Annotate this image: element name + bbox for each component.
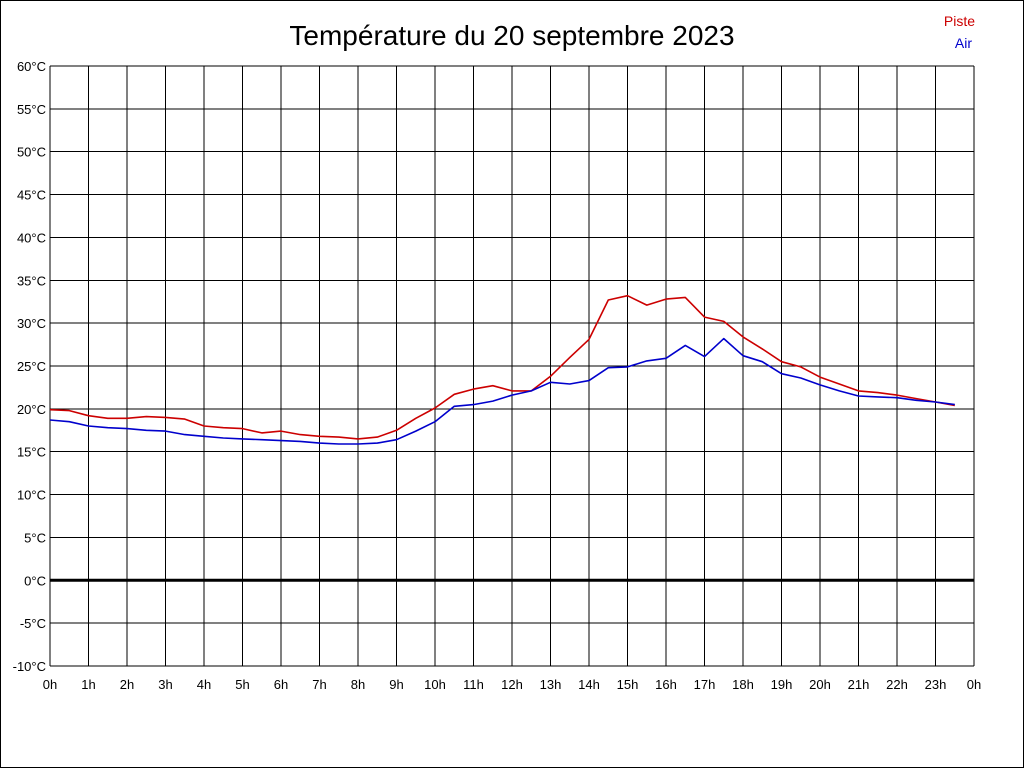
y-tick-label: 35°C <box>17 273 46 288</box>
y-tick-label: 50°C <box>17 145 46 160</box>
y-tick-label: -5°C <box>20 616 46 631</box>
y-tick-label: 0°C <box>24 573 46 588</box>
x-tick-label: 2h <box>120 677 134 692</box>
x-tick-label: 7h <box>312 677 326 692</box>
x-tick-label: 11h <box>463 677 484 692</box>
x-tick-label: 6h <box>274 677 288 692</box>
x-tick-label: 20h <box>809 677 831 692</box>
legend-entry-air: Air <box>955 35 972 51</box>
x-tick-label: 13h <box>540 677 562 692</box>
x-tick-label: 18h <box>732 677 754 692</box>
series-line-air <box>49 337 955 445</box>
y-tick-label: 10°C <box>17 488 46 503</box>
series-lines <box>49 294 955 445</box>
y-tick-labels: -10°C -5°C 0°C 5°C 10°C 15°C 20°C 25°C 30°C 35°C 4… <box>13 59 46 674</box>
grid <box>49 65 975 667</box>
x-tick-label: 9h <box>389 677 403 692</box>
series-line-piste <box>49 294 955 440</box>
x-tick-label: 1h <box>81 677 95 692</box>
x-tick-label: 22h <box>886 677 908 692</box>
x-tick-label: 14h <box>578 677 600 692</box>
x-tick-label: 0h <box>967 677 981 692</box>
x-tick-label: 23h <box>925 677 947 692</box>
x-tick-label: 10h <box>424 677 446 692</box>
y-tick-label: 5°C <box>24 530 46 545</box>
y-tick-label: 45°C <box>17 188 46 203</box>
x-tick-label: 5h <box>235 677 249 692</box>
legend-entry-piste: Piste <box>944 13 975 29</box>
x-tick-label: 8h <box>351 677 365 692</box>
y-tick-label: 30°C <box>17 316 46 331</box>
y-tick-label: 55°C <box>17 102 46 117</box>
x-tick-label: 15h <box>617 677 639 692</box>
x-tick-label: 4h <box>197 677 211 692</box>
chart-title: Température du 20 septembre 2023 <box>289 20 734 51</box>
x-tick-label: 12h <box>501 677 523 692</box>
x-tick-label: 17h <box>694 677 716 692</box>
y-tick-label: 40°C <box>17 230 46 245</box>
x-tick-label: 16h <box>655 677 677 692</box>
x-tick-label: 21h <box>848 677 870 692</box>
x-tick-label: 0h <box>43 677 57 692</box>
y-tick-label: 25°C <box>17 359 46 374</box>
y-tick-label: 15°C <box>17 445 46 460</box>
x-tick-label: 3h <box>158 677 172 692</box>
x-tick-labels: 0h 1h 2h 3h 4h 5h 6h 7h 8h 9h 10h 11h 12h 13h 14h 15h 16… <box>43 677 981 692</box>
y-tick-label: 60°C <box>17 59 46 74</box>
y-tick-label: -10°C <box>13 659 46 674</box>
x-tick-label: 19h <box>771 677 793 692</box>
y-tick-label: 20°C <box>17 402 46 417</box>
